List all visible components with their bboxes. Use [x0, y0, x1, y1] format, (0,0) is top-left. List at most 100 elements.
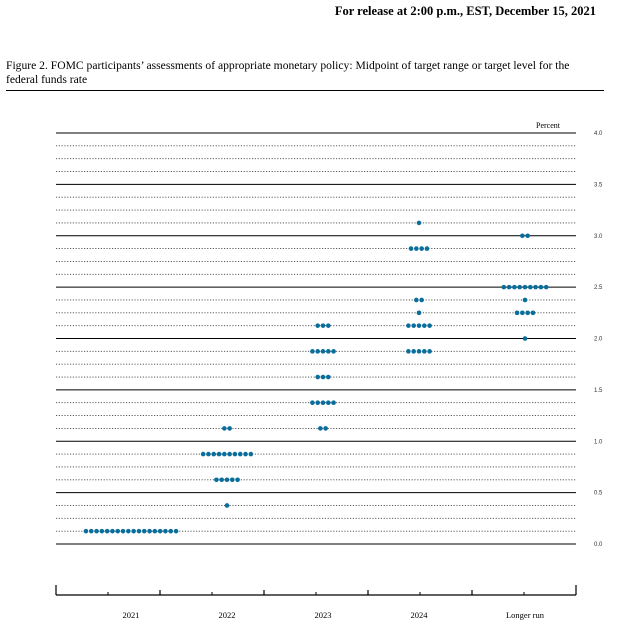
- dot: [520, 233, 525, 239]
- dot: [320, 323, 326, 328]
- dot: [243, 451, 248, 457]
- dot: [200, 451, 206, 457]
- dot: [152, 528, 158, 534]
- dot: [411, 349, 417, 354]
- dot: [506, 284, 512, 290]
- dot: [501, 284, 507, 290]
- dot: [522, 284, 528, 290]
- dot: [222, 426, 227, 431]
- dot: [326, 323, 331, 328]
- gridlines: [56, 132, 576, 545]
- dot: [248, 451, 254, 457]
- dot: [315, 400, 321, 406]
- y-tick-label: 0.0: [594, 542, 603, 548]
- dot: [320, 349, 326, 354]
- dot: [411, 323, 417, 328]
- dot: [517, 284, 522, 290]
- dot: [224, 477, 230, 483]
- dot: [230, 477, 235, 483]
- y-tick-label: 3.0: [594, 234, 603, 240]
- dot: [168, 528, 174, 534]
- figure-caption: Figure 2. FOMC participants’ assessments…: [6, 59, 570, 86]
- dot: [214, 477, 219, 483]
- dot: [206, 451, 211, 457]
- dot: [512, 284, 517, 290]
- dot: [326, 400, 331, 406]
- dot: [419, 246, 424, 251]
- dot: [543, 284, 549, 290]
- dot: [525, 233, 530, 239]
- dot: [419, 297, 424, 303]
- dot: [157, 528, 163, 534]
- dot: [406, 323, 411, 328]
- dot: [427, 349, 432, 354]
- dot: [104, 528, 110, 534]
- dot: [422, 349, 427, 354]
- dot: [235, 477, 240, 483]
- dot: [222, 451, 227, 457]
- dot: [216, 451, 222, 457]
- dot: [163, 528, 168, 534]
- dot: [414, 297, 419, 303]
- dot: [219, 477, 224, 483]
- y-tick-label: 2.0: [594, 337, 603, 343]
- dot: [237, 451, 243, 457]
- dot: [83, 528, 89, 534]
- dot: [424, 246, 430, 251]
- dot: [514, 310, 520, 316]
- y-tick-label: 4.0: [594, 131, 603, 137]
- dot: [310, 349, 315, 354]
- dot: [416, 323, 422, 328]
- x-tick-label: 2023: [315, 610, 332, 620]
- dot: [326, 349, 331, 354]
- dot: [520, 310, 525, 316]
- y-tick-label: 2.5: [594, 285, 603, 291]
- dot: [318, 426, 323, 431]
- dot: [427, 323, 432, 328]
- dot: [147, 528, 152, 534]
- x-tick-label: 2021: [123, 610, 140, 620]
- dot: [115, 528, 121, 534]
- dot: [99, 528, 105, 534]
- dot: [315, 323, 321, 328]
- dot: [525, 310, 530, 316]
- release-note: For release at 2:00 p.m., EST, December …: [334, 4, 596, 18]
- dot: [406, 349, 411, 354]
- dot: [310, 400, 315, 406]
- dot: [126, 528, 131, 534]
- dot: [320, 400, 326, 406]
- dot: [522, 336, 528, 341]
- dot: [530, 310, 536, 316]
- x-tick-label: 2024: [411, 610, 429, 620]
- dot: [315, 349, 321, 354]
- y-tick-label: 1.5: [594, 388, 603, 394]
- dot: [416, 220, 422, 226]
- y-axis-label: Percent: [536, 121, 561, 130]
- dot: [94, 528, 99, 534]
- y-tick-label: 3.5: [594, 182, 603, 188]
- dot: [416, 349, 422, 354]
- x-tick-label: 2022: [219, 610, 236, 620]
- dot: [110, 528, 115, 534]
- dot: [88, 528, 94, 534]
- caption-rule: [6, 90, 604, 91]
- dot: [227, 451, 232, 457]
- dot: [227, 426, 232, 431]
- x-axis: 2021 2022 2023 2024 Longer run: [55, 585, 577, 620]
- dot: [416, 310, 422, 316]
- dot: [414, 246, 419, 251]
- dot: [331, 400, 336, 406]
- dots: [83, 220, 549, 534]
- dot: [232, 451, 238, 457]
- dot: [136, 528, 142, 534]
- dot: [331, 349, 336, 354]
- dot: [528, 284, 533, 290]
- dot: [120, 528, 126, 534]
- dot: [131, 528, 136, 534]
- dot: [320, 374, 326, 380]
- dot: [408, 246, 414, 251]
- dot: [315, 374, 321, 380]
- dot: [522, 297, 528, 303]
- y-tick-label: 0.5: [594, 491, 603, 497]
